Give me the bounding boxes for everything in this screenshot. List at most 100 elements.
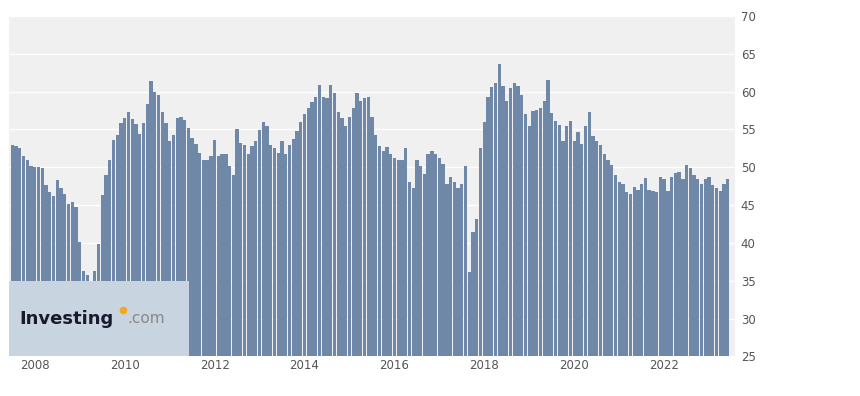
Bar	[120, 123, 123, 356]
Bar	[487, 97, 489, 356]
Bar	[636, 190, 640, 356]
Bar	[123, 118, 126, 356]
Bar	[438, 158, 441, 356]
Bar	[528, 126, 531, 356]
Bar	[505, 101, 508, 356]
Bar	[292, 139, 295, 356]
Bar	[26, 160, 29, 356]
Bar	[565, 126, 568, 356]
Bar	[400, 160, 403, 356]
Bar	[231, 175, 235, 356]
Bar	[535, 110, 538, 356]
Bar	[562, 141, 565, 356]
Bar	[284, 154, 287, 356]
Bar	[344, 126, 347, 356]
Bar	[554, 121, 557, 356]
Bar	[168, 141, 171, 356]
Bar	[59, 188, 63, 356]
Bar	[303, 114, 306, 356]
Bar	[239, 143, 243, 356]
Bar	[37, 167, 40, 356]
Bar	[101, 195, 104, 356]
Bar	[329, 86, 333, 356]
Bar	[374, 135, 378, 356]
Bar	[347, 117, 351, 356]
Bar	[629, 194, 632, 356]
Bar	[371, 117, 373, 356]
Bar	[550, 114, 553, 356]
Bar	[610, 165, 613, 356]
Bar	[708, 177, 710, 356]
Bar	[108, 160, 112, 356]
Bar	[644, 178, 647, 356]
Bar	[213, 140, 216, 356]
Bar	[40, 168, 44, 356]
Bar	[482, 122, 486, 356]
Bar	[145, 104, 149, 356]
Bar	[543, 101, 546, 356]
Bar	[449, 177, 452, 356]
Bar	[86, 275, 89, 356]
Bar	[640, 184, 643, 356]
Bar	[621, 184, 624, 356]
Bar	[614, 175, 617, 356]
Bar	[10, 145, 14, 356]
Bar	[678, 173, 681, 356]
Bar	[396, 160, 400, 356]
Bar	[63, 194, 66, 356]
Bar	[18, 148, 22, 356]
Bar	[385, 147, 389, 356]
Bar	[719, 191, 722, 356]
Bar	[592, 136, 594, 356]
Bar	[539, 108, 542, 356]
Bar	[314, 97, 317, 356]
Bar	[22, 156, 25, 356]
Bar	[457, 188, 460, 356]
Bar	[269, 145, 273, 356]
Bar	[531, 111, 535, 356]
Bar	[172, 135, 175, 356]
Bar	[520, 95, 524, 356]
Bar	[198, 153, 201, 356]
Bar	[187, 128, 190, 356]
Bar	[48, 192, 52, 356]
Bar	[202, 160, 205, 356]
Bar	[310, 102, 314, 356]
Bar	[411, 188, 415, 356]
Bar	[333, 93, 336, 356]
Bar	[726, 179, 729, 356]
Bar	[74, 207, 77, 356]
Bar	[430, 151, 433, 356]
Bar	[164, 123, 168, 356]
Text: .com: .com	[127, 311, 164, 326]
Bar	[142, 122, 145, 356]
Bar	[655, 192, 658, 356]
Bar	[464, 166, 467, 356]
Bar	[359, 101, 362, 356]
Bar	[255, 141, 257, 356]
Bar	[325, 98, 329, 356]
Bar	[568, 121, 572, 356]
Bar	[161, 112, 163, 356]
Bar	[175, 118, 179, 356]
Bar	[580, 145, 583, 356]
Bar	[273, 148, 276, 356]
Bar	[498, 63, 501, 356]
Bar	[157, 95, 160, 356]
Bar	[445, 184, 449, 356]
Bar	[722, 184, 726, 356]
Bar	[471, 232, 475, 356]
Bar	[34, 167, 36, 356]
Bar	[280, 141, 284, 356]
Bar	[599, 145, 602, 356]
Bar	[670, 177, 673, 356]
Bar	[89, 282, 93, 356]
Bar	[138, 134, 141, 356]
Text: Investing: Investing	[20, 310, 114, 328]
Bar	[415, 160, 419, 356]
Bar	[468, 272, 471, 356]
Bar	[427, 154, 430, 356]
Bar	[56, 180, 59, 356]
Bar	[516, 86, 519, 356]
Bar	[419, 166, 422, 356]
